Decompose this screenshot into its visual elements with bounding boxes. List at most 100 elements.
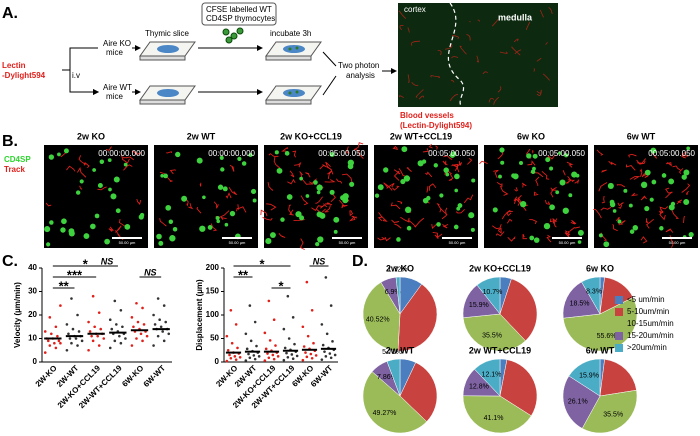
y-tick-label: 150 xyxy=(206,287,220,296)
cell-decor xyxy=(644,205,650,212)
cell-decor xyxy=(90,223,96,230)
track-decor xyxy=(391,219,400,223)
track-decor xyxy=(294,161,302,168)
pie-value-label: 40.52% xyxy=(366,316,390,323)
data-point xyxy=(293,342,296,346)
vessel-decor xyxy=(513,38,519,43)
track-decor xyxy=(640,195,647,201)
track-decor xyxy=(507,235,516,242)
track-decor xyxy=(515,194,522,204)
vessel-decor xyxy=(430,75,435,78)
cell-decor xyxy=(139,212,145,218)
data-point xyxy=(87,320,90,324)
image-title: 2w KO xyxy=(77,131,105,141)
track-decor xyxy=(78,155,86,165)
panel-label: D. xyxy=(352,253,368,270)
data-point xyxy=(267,356,271,360)
cell-decor xyxy=(445,172,450,177)
track-decor xyxy=(288,204,293,215)
track-decor xyxy=(300,195,309,206)
data-point xyxy=(113,339,117,343)
track-decor xyxy=(533,191,539,196)
cell-decor xyxy=(315,241,320,247)
data-point xyxy=(135,301,138,305)
data-point xyxy=(331,340,334,343)
pie-value-label: 8.3% xyxy=(586,289,602,296)
data-point xyxy=(59,304,62,307)
vessel-decor xyxy=(493,96,499,105)
track-decor xyxy=(496,181,503,188)
data-point xyxy=(309,352,313,356)
data-point xyxy=(121,325,124,329)
track-decor xyxy=(45,202,52,207)
panel-label: B. xyxy=(2,133,18,150)
data-point xyxy=(65,323,69,326)
data-point xyxy=(229,356,233,360)
track-decor xyxy=(513,196,518,204)
legend-label: 15-20um/min xyxy=(627,331,674,340)
track-decor xyxy=(278,233,286,238)
cell-decor xyxy=(498,174,502,179)
data-point xyxy=(54,325,58,329)
cell-decor xyxy=(644,169,651,176)
cell-decor xyxy=(549,166,554,171)
cell-decor xyxy=(158,240,164,246)
cell-decor xyxy=(374,193,380,198)
data-point xyxy=(272,318,276,322)
cell-decor xyxy=(404,206,412,214)
track-decor xyxy=(612,224,618,232)
cell-decor xyxy=(248,152,253,158)
significance-label: *** xyxy=(67,267,83,282)
significance-label: ** xyxy=(59,278,70,293)
cell-decor xyxy=(563,153,569,158)
cell-decor xyxy=(374,143,476,242)
cell-decor xyxy=(377,184,384,191)
pie-title: 2w KO xyxy=(386,263,414,273)
track-decor xyxy=(522,233,527,240)
cell-decor xyxy=(329,189,335,195)
track-decor xyxy=(451,163,461,168)
pie-value-label: 35.5% xyxy=(482,332,502,339)
cell-decor xyxy=(44,146,145,247)
cell-decor xyxy=(500,160,505,165)
track-decor xyxy=(324,205,331,213)
data-point xyxy=(226,348,230,352)
scale-label: 50.00 µm xyxy=(669,240,686,245)
track-decor xyxy=(377,212,383,222)
track-decor xyxy=(442,160,448,166)
data-point xyxy=(153,323,157,326)
data-point xyxy=(263,331,267,335)
slice xyxy=(265,85,322,105)
cell-decor xyxy=(163,173,168,179)
cell-decor xyxy=(97,183,103,189)
track-decor xyxy=(105,146,112,151)
data-point xyxy=(305,280,309,284)
track-decor xyxy=(383,182,393,191)
pie-slice xyxy=(397,283,438,352)
y-tick-label: 200 xyxy=(206,263,220,272)
cell-decor xyxy=(607,182,614,189)
thymocytes xyxy=(222,27,244,44)
cfse-label: CFSE labelled WT xyxy=(206,5,272,14)
data-point xyxy=(283,346,287,350)
data-point xyxy=(152,313,155,317)
cell-decor xyxy=(520,200,527,208)
cell-decor xyxy=(169,235,176,242)
cell-decor xyxy=(181,195,188,202)
y-tick-label: 20 xyxy=(28,310,37,319)
cell-decor xyxy=(568,193,573,198)
cell-decor xyxy=(115,208,121,214)
two-photon-label: Two photon xyxy=(338,61,379,70)
track-decor xyxy=(324,179,336,183)
pie-slice xyxy=(362,371,428,434)
cell-decor xyxy=(670,201,676,207)
data-point xyxy=(264,347,268,351)
vessel-decor xyxy=(450,79,455,83)
track-decor xyxy=(289,209,294,216)
pie-value-label: 26.1% xyxy=(568,398,588,405)
cell-decor xyxy=(526,153,532,159)
image-title: 6w KO xyxy=(517,131,545,141)
legend-swatch xyxy=(615,296,623,304)
cell-decor xyxy=(269,232,276,239)
cell-decor xyxy=(99,159,105,164)
